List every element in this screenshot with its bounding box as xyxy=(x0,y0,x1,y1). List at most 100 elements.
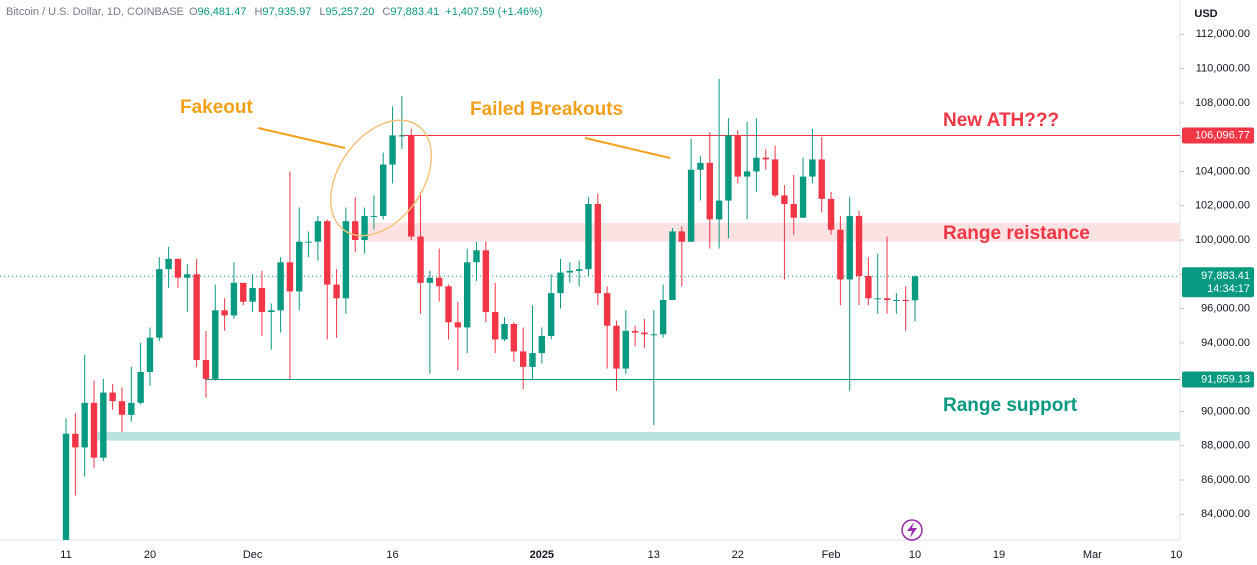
highlight-ellipse xyxy=(329,119,433,237)
candle-body xyxy=(398,135,406,137)
candle-body xyxy=(352,221,359,240)
candle-body xyxy=(286,262,294,292)
candle-body xyxy=(221,310,228,316)
candle-body xyxy=(408,135,415,237)
x-tick-label: 20 xyxy=(144,549,156,561)
level-label-bg xyxy=(1182,371,1254,388)
candle-body xyxy=(641,332,648,335)
candle-body xyxy=(305,241,312,243)
candle-body xyxy=(547,293,555,336)
y-tick-label: 104,000.00 xyxy=(1195,165,1250,177)
candle-body xyxy=(212,310,219,379)
candle-body xyxy=(725,135,732,201)
x-tick-label: 10 xyxy=(909,549,921,561)
candle-body xyxy=(324,221,331,285)
candle-body xyxy=(501,324,508,340)
candle-body xyxy=(72,433,79,448)
candle-body xyxy=(827,198,835,230)
candle-body xyxy=(510,324,518,352)
annotation: Failed Breakouts xyxy=(470,99,623,120)
candle-body xyxy=(743,171,751,177)
candle-body xyxy=(165,258,172,270)
candle-body xyxy=(417,236,424,283)
x-tick-label: 10 xyxy=(1170,549,1182,561)
candle-body xyxy=(361,216,368,240)
arrow-line xyxy=(584,137,671,159)
candle-body xyxy=(669,231,676,300)
candle-body xyxy=(846,216,853,280)
candle-body xyxy=(855,216,863,276)
candle-body xyxy=(771,159,779,196)
y-tick-label: 90,000.00 xyxy=(1201,405,1250,417)
candle-body xyxy=(90,402,98,458)
candle-body xyxy=(333,284,340,299)
candle-body xyxy=(109,392,116,402)
candle-body xyxy=(277,262,284,311)
candle-body xyxy=(81,402,88,448)
replay-icon-bolt xyxy=(907,522,917,538)
candle-body xyxy=(519,351,527,367)
x-tick-label: 22 xyxy=(732,549,744,561)
candle-body xyxy=(902,300,909,301)
overlay: Fakeout Failed Breakouts New ATH??? Range r… xyxy=(180,97,1090,541)
y-tick-label: 86,000.00 xyxy=(1201,474,1250,486)
candle-body xyxy=(258,288,266,312)
candle-body xyxy=(706,162,713,220)
zone xyxy=(95,432,1180,441)
candle-body xyxy=(426,277,434,283)
candle-body xyxy=(240,282,247,302)
candle-body xyxy=(650,334,657,336)
x-tick-label: Feb xyxy=(822,549,841,561)
candle-body xyxy=(603,293,611,326)
annotation: Range support xyxy=(943,395,1078,416)
zones xyxy=(95,222,1180,441)
countdown: 14:34:17 xyxy=(1207,283,1250,295)
candle-body xyxy=(678,231,685,242)
candle-body xyxy=(314,221,322,242)
candle-body xyxy=(865,276,872,299)
candle-body xyxy=(342,221,350,299)
ohlc-key: L xyxy=(319,6,326,18)
candle-body xyxy=(538,336,546,354)
symbol-header: Bitcoin / U.S. Dollar, 1D, COINBASE O96,… xyxy=(6,6,549,18)
candle-body xyxy=(184,274,191,278)
candle-body xyxy=(62,433,70,540)
y-tick-label: 96,000.00 xyxy=(1201,302,1250,314)
candle-body xyxy=(370,216,378,217)
x-tick-label: 13 xyxy=(648,549,660,561)
arrow-line xyxy=(257,127,346,149)
ohlc-values: O96,481.47 H97,935.97 L95,257.20 C97,883.41 xyxy=(187,6,445,18)
candle-body xyxy=(268,310,275,312)
change: +1,407.59 (+1.46%) xyxy=(445,6,543,18)
annotation: New ATH??? xyxy=(943,110,1059,131)
candle-body xyxy=(911,276,919,301)
annotation: Range reistance xyxy=(943,223,1090,244)
candle-body xyxy=(445,286,452,323)
candle-body xyxy=(436,277,443,287)
candle-body xyxy=(146,337,154,372)
candle-body xyxy=(687,169,695,242)
last-price-bg xyxy=(1182,267,1254,298)
candle-body xyxy=(473,250,480,263)
candle-body xyxy=(193,274,200,360)
x-tick-label: Dec xyxy=(243,549,263,561)
y-tick-label: 84,000.00 xyxy=(1201,508,1250,520)
ohlc-key: C xyxy=(382,6,391,18)
candle-body xyxy=(482,250,490,312)
candle-body xyxy=(837,229,844,280)
axes: USD 84,000.00 86,000.00 88,000.00 90,000.00 9… xyxy=(60,8,1254,561)
candle-body xyxy=(380,164,387,216)
x-tick-label: Mar xyxy=(1083,549,1102,561)
candle-body xyxy=(463,262,471,328)
candle-body xyxy=(296,241,303,292)
candle-body xyxy=(566,270,574,273)
candle-body xyxy=(118,401,126,415)
candle-body xyxy=(249,288,256,302)
ohlc-key: O xyxy=(188,6,198,18)
candle-body xyxy=(622,330,629,369)
candle-body xyxy=(874,298,881,300)
x-tick-label: 16 xyxy=(386,549,398,561)
candle-body xyxy=(734,135,741,177)
